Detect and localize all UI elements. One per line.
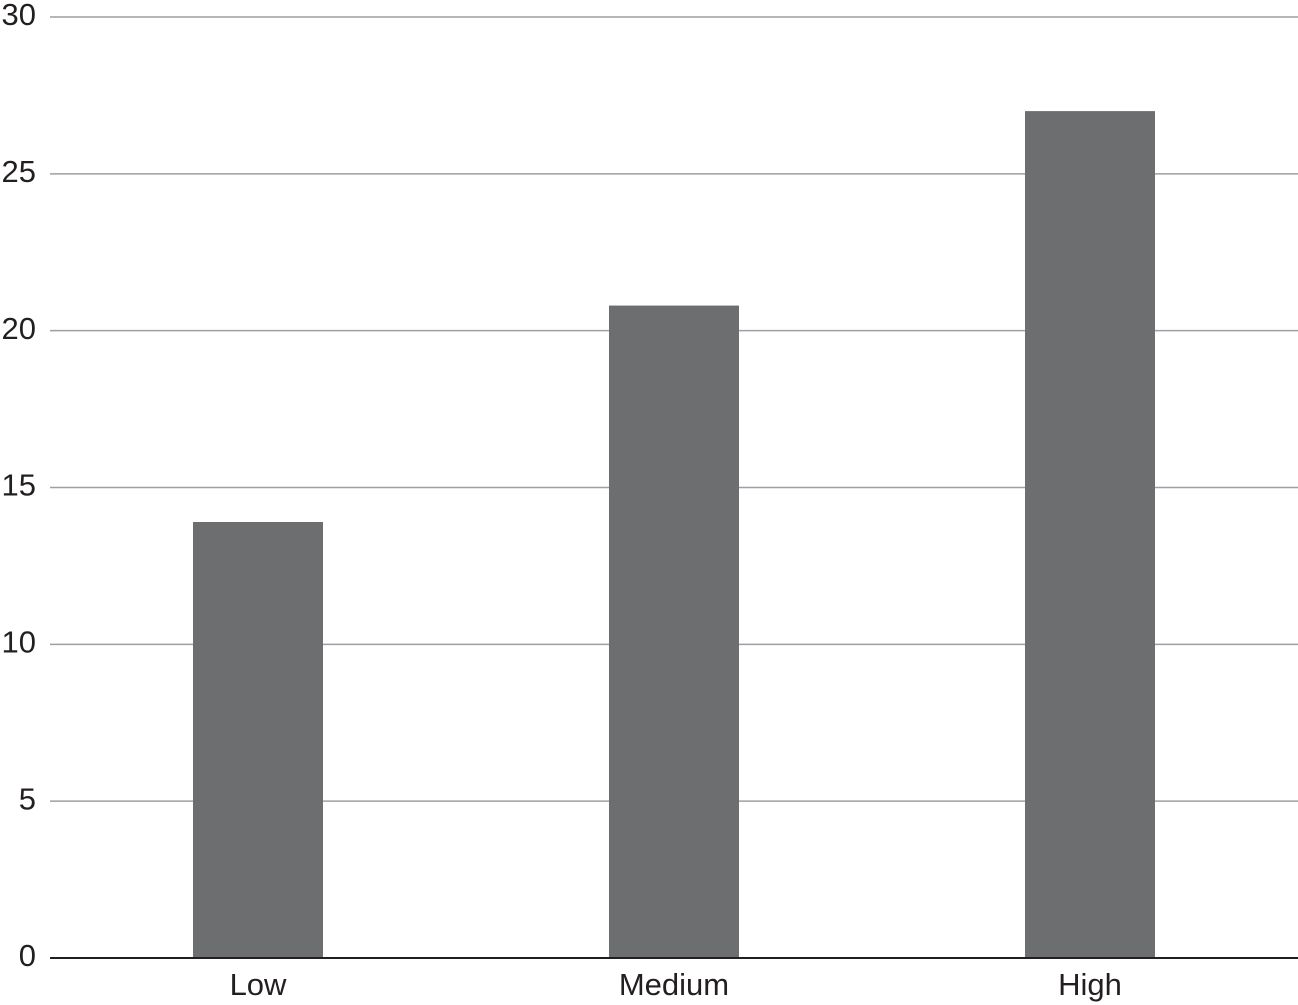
bar — [609, 305, 739, 958]
y-tick-label: 5 — [19, 781, 36, 816]
x-tick-label: Low — [230, 967, 287, 1002]
y-tick-label: 30 — [2, 0, 36, 32]
x-tick-label: Medium — [619, 967, 729, 1002]
y-tick-label: 25 — [2, 154, 36, 189]
y-tick-label: 0 — [19, 938, 36, 973]
y-tick-label: 20 — [2, 311, 36, 346]
y-tick-label: 15 — [2, 468, 36, 503]
bar — [1025, 111, 1155, 959]
y-tick-label: 10 — [2, 625, 36, 660]
bar — [193, 522, 323, 958]
x-tick-label: High — [1058, 967, 1122, 1002]
